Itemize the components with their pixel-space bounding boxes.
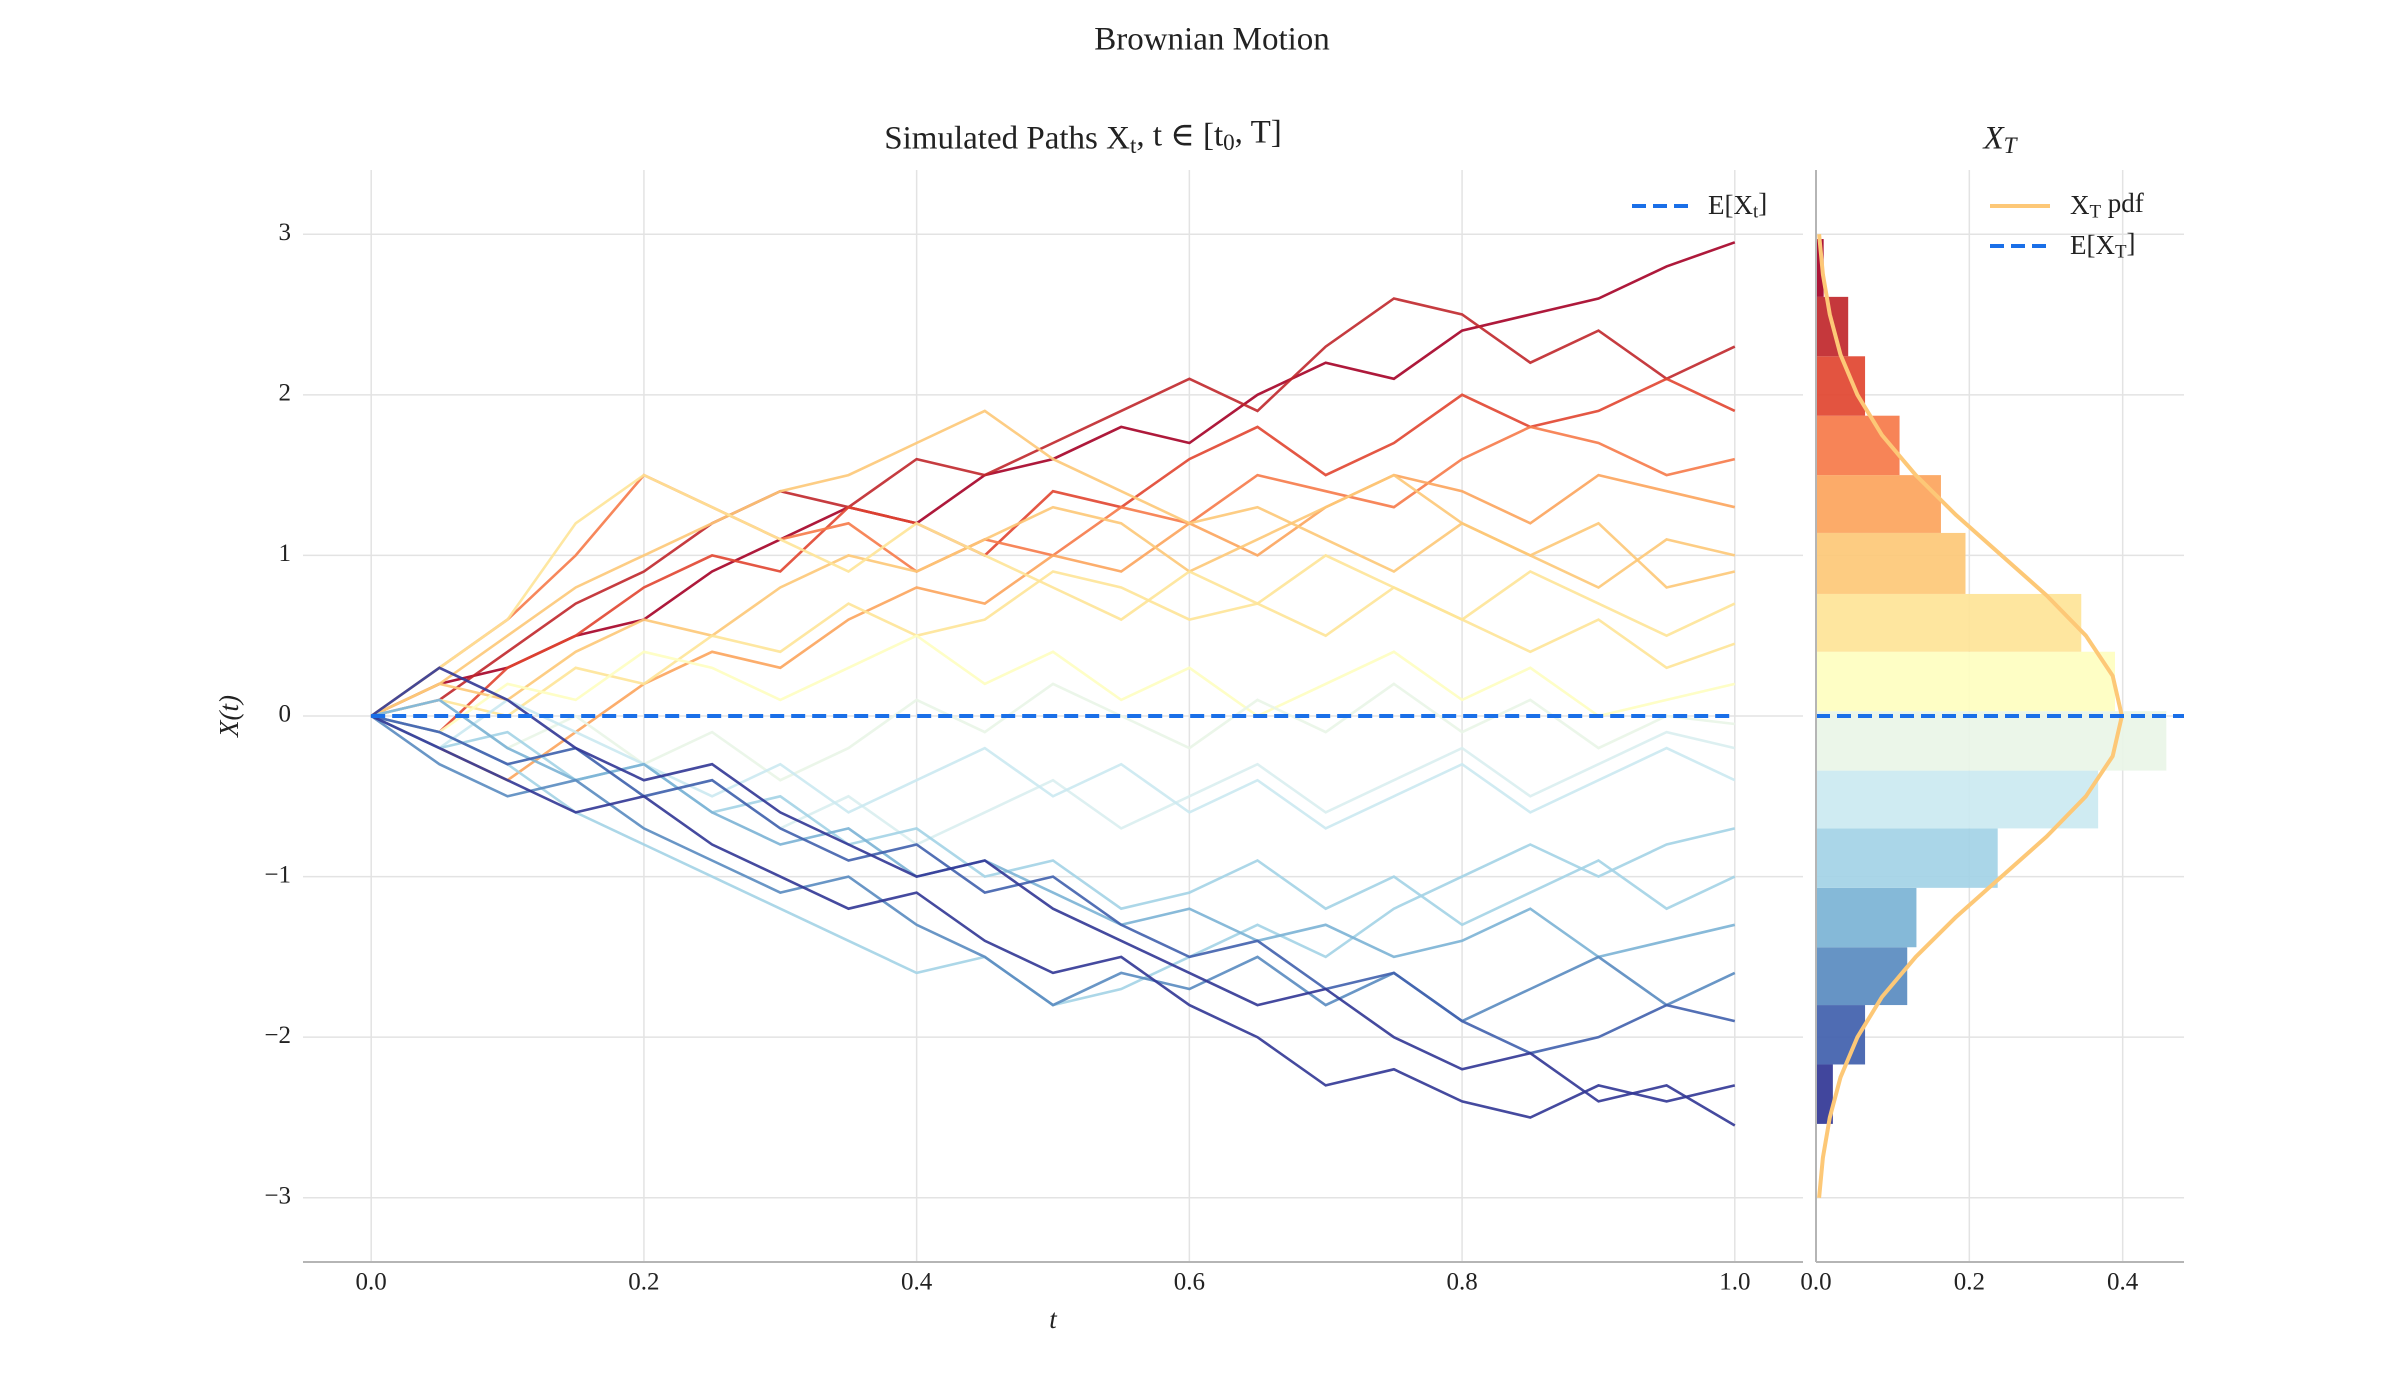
hist-bar (1816, 651, 2115, 712)
path-line (370, 241, 1736, 718)
y-tick-label: 1 (279, 540, 292, 567)
path-line (370, 553, 1736, 718)
paths (370, 241, 1736, 1127)
axis-title: XT​ (1981, 121, 2018, 159)
axis-title: Simulated Paths Xt​, t ∈ [t0​, T] (884, 115, 1281, 159)
hist-bar (1816, 356, 1866, 416)
y-tick-label: −3 (264, 1182, 291, 1209)
path-line (370, 297, 1736, 718)
path-line (370, 473, 1736, 718)
y-tick-label: 3 (279, 219, 292, 246)
hist-bar (1816, 239, 1824, 297)
y-tick-label: −1 (264, 861, 291, 888)
legend-label: XT​ pdf (2070, 188, 2144, 223)
x-tick-label: 0.2 (1954, 1269, 1985, 1296)
x-tick-label: 0.0 (356, 1269, 387, 1296)
legend-label: E[Xt​] (1708, 188, 1767, 223)
x-tick-label: 0.6 (1174, 1269, 1205, 1296)
x-tick-label: 0.0 (1800, 1269, 1831, 1296)
hist-bar (1816, 770, 2099, 829)
y-axis-label: X(t) (214, 695, 244, 738)
path-line (370, 634, 1736, 734)
path-line (370, 714, 1736, 1023)
x-tick-label: 0.4 (2107, 1269, 2139, 1296)
hist-bar (1816, 475, 1941, 533)
hist-bar (1816, 415, 1900, 476)
path-line (370, 377, 1736, 734)
x-tick-label: 0.8 (1446, 1269, 1477, 1296)
path-line (370, 698, 1736, 959)
y-tick-label: −2 (264, 1022, 291, 1049)
path-line (370, 473, 1736, 782)
x-tick-label: 1.0 (1719, 1269, 1750, 1296)
hist-bar (1816, 887, 1917, 948)
path-line (370, 714, 1736, 1055)
path-line (370, 666, 1736, 1127)
hist-bar (1816, 532, 1966, 594)
y-tick-label: 2 (279, 380, 292, 407)
hist-bar (1816, 828, 1998, 888)
path-line (370, 473, 1736, 718)
x-tick-label: 0.4 (901, 1269, 933, 1296)
hist-bar (1816, 947, 1908, 1006)
hist-bar (1816, 1064, 1833, 1124)
path-line (370, 714, 1736, 1119)
legend-label: E[XT​] (2070, 228, 2136, 263)
hist-bar (1816, 593, 2082, 652)
path-line (370, 409, 1736, 718)
path-line (370, 682, 1735, 782)
y-tick-label: 0 (279, 701, 292, 728)
x-tick-label: 0.2 (628, 1269, 659, 1296)
path-line (370, 698, 1736, 830)
x-axis-label: t (1049, 1304, 1058, 1334)
hist-bar (1816, 711, 2167, 771)
figure-title: Brownian Motion (1094, 22, 1330, 58)
